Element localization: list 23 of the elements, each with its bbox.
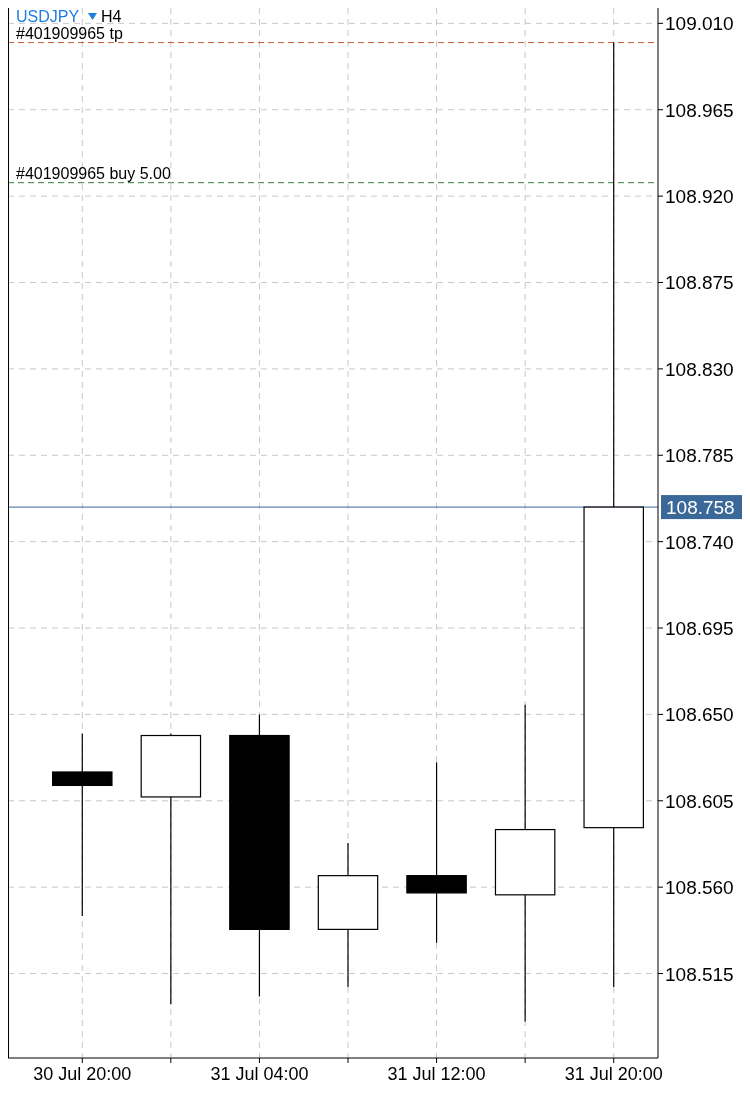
candlestick xyxy=(52,732,113,917)
x-tick-label: 30 Jul 20:00 xyxy=(33,1064,132,1084)
y-tick-label: 108.650 xyxy=(665,704,734,726)
y-tick-label: 108.560 xyxy=(665,877,734,899)
ref-line-label: #401909965 buy 5.00 xyxy=(16,164,171,182)
x-tick-label: 31 Jul 04:00 xyxy=(210,1064,309,1084)
y-tick-label: 108.695 xyxy=(665,618,734,640)
x-tick-label: 31 Jul 20:00 xyxy=(564,1064,663,1084)
y-tick-label: 108.515 xyxy=(665,963,734,985)
x-tick-label: 31 Jul 12:00 xyxy=(387,1064,486,1084)
y-tick-label: 109.010 xyxy=(665,13,734,35)
y-tick-label: 108.740 xyxy=(665,531,734,553)
candlestick xyxy=(406,761,467,944)
chart-subtitle: H4 xyxy=(101,8,122,25)
y-tick-label: 108.920 xyxy=(665,186,734,208)
ref-line-label: #401909965 tp xyxy=(16,24,123,42)
y-tick-label: 108.785 xyxy=(665,445,734,467)
ref-line-label: 108.758 xyxy=(666,497,735,519)
y-tick-label: 108.875 xyxy=(665,272,734,294)
chart-title: USDJPY xyxy=(16,8,80,25)
y-tick-label: 108.965 xyxy=(665,99,734,121)
y-tick-label: 108.830 xyxy=(665,358,734,380)
y-tick-label: 108.605 xyxy=(665,790,734,812)
